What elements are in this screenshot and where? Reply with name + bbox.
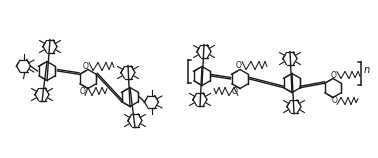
Text: O: O	[236, 61, 242, 70]
Text: n: n	[364, 65, 370, 75]
Text: O: O	[232, 87, 238, 96]
Text: O: O	[83, 62, 89, 71]
Text: O: O	[80, 87, 86, 96]
Text: O: O	[332, 96, 338, 105]
Text: O: O	[331, 71, 337, 80]
